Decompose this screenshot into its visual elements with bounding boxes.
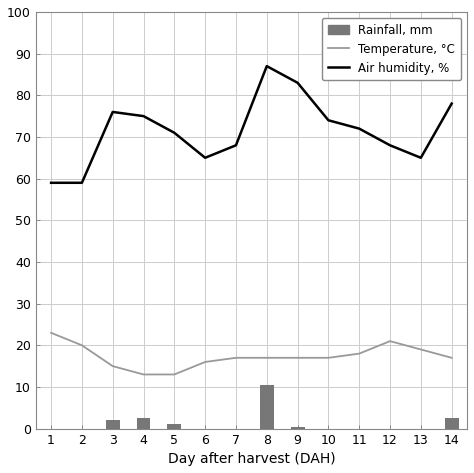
Legend: Rainfall, mm, Temperature, °C, Air humidity, %: Rainfall, mm, Temperature, °C, Air humid… [322, 18, 461, 80]
X-axis label: Day after harvest (DAH): Day after harvest (DAH) [167, 452, 335, 466]
Bar [106, 420, 119, 429]
Bar [445, 418, 458, 429]
Bar [137, 418, 150, 429]
Bar [260, 385, 273, 429]
Bar [167, 424, 181, 429]
Bar [291, 427, 304, 429]
